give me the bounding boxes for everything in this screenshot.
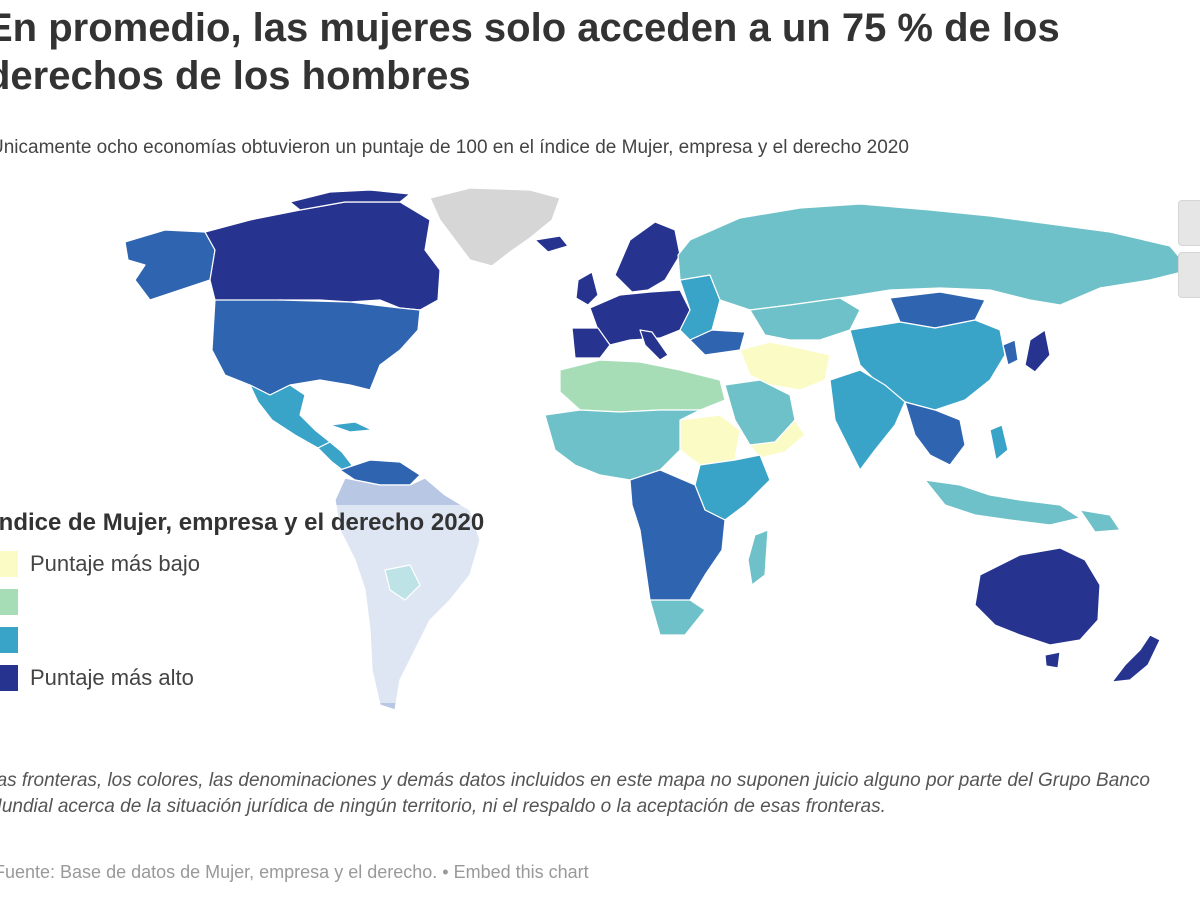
legend-title: Índice de Mujer, empresa y el derecho 20… xyxy=(0,509,485,536)
zoom-out-button[interactable] xyxy=(1178,252,1200,298)
source-separator: • xyxy=(437,862,454,882)
region-philippines[interactable] xyxy=(989,424,1009,461)
region-mexico[interactable] xyxy=(249,384,331,449)
embed-chart-link[interactable]: Embed this chart xyxy=(453,862,589,882)
region-western-europe[interactable] xyxy=(589,289,691,346)
region-papua-new-guinea[interactable] xyxy=(1079,509,1121,533)
region-japan[interactable] xyxy=(1024,329,1051,373)
chart-subtitle: Únicamente ocho economías obtuvieron un … xyxy=(0,137,909,158)
region-canada-islands[interactable] xyxy=(289,189,411,211)
zoom-in-button[interactable] xyxy=(1178,200,1200,246)
source-text: Fuente: Base de datos de Mujer, empresa … xyxy=(0,862,438,882)
legend-swatch-low xyxy=(0,589,18,615)
legend-item: Puntaje más bajo xyxy=(0,545,484,583)
region-scandinavia[interactable] xyxy=(614,221,681,293)
legend-label-highest: Puntaje más alto xyxy=(30,665,194,690)
region-iberia[interactable] xyxy=(571,327,611,359)
map-disclaimer-note: Las fronteras, los colores, las denomina… xyxy=(0,770,1150,817)
region-central-america[interactable] xyxy=(317,441,353,473)
region-middle-east[interactable] xyxy=(739,341,831,391)
region-russia[interactable] xyxy=(677,203,1191,311)
region-canada[interactable] xyxy=(204,201,441,311)
region-turkey[interactable] xyxy=(689,329,746,356)
legend-item xyxy=(0,621,484,659)
region-west-central-africa[interactable] xyxy=(544,409,701,481)
region-southern-africa[interactable] xyxy=(649,599,706,636)
region-new-zealand[interactable] xyxy=(1111,634,1161,683)
region-korea[interactable] xyxy=(1002,339,1019,366)
region-sudan[interactable] xyxy=(679,414,741,466)
legend-label-lowest: Puntaje más bajo xyxy=(30,551,200,576)
region-greenland[interactable] xyxy=(429,187,561,267)
region-tasmania[interactable] xyxy=(1044,651,1061,669)
region-australia[interactable] xyxy=(974,547,1101,646)
map-legend: Índice de Mujer, empresa y el derecho 20… xyxy=(0,505,493,703)
legend-item xyxy=(0,583,484,621)
region-cuba[interactable] xyxy=(329,421,373,433)
legend-swatch-lowest xyxy=(0,551,18,577)
source-line: Fuente: Base de datos de Mujer, empresa … xyxy=(0,862,589,883)
region-uk-ireland[interactable] xyxy=(575,271,599,306)
region-india[interactable] xyxy=(829,369,906,471)
region-iceland[interactable] xyxy=(534,235,569,253)
region-north-africa[interactable] xyxy=(559,359,726,413)
legend-item: Puntaje más alto xyxy=(0,659,484,697)
region-madagascar[interactable] xyxy=(747,529,769,586)
region-alaska[interactable] xyxy=(124,229,216,301)
region-southeast-asia[interactable] xyxy=(904,401,966,466)
region-italy[interactable] xyxy=(639,329,669,361)
region-indonesia[interactable] xyxy=(924,479,1081,526)
region-usa[interactable] xyxy=(211,299,421,396)
chart-title: En promedio, las mujeres solo acceden a … xyxy=(0,6,1060,98)
legend-swatch-highest xyxy=(0,665,18,691)
legend-swatch-mid xyxy=(0,627,18,653)
